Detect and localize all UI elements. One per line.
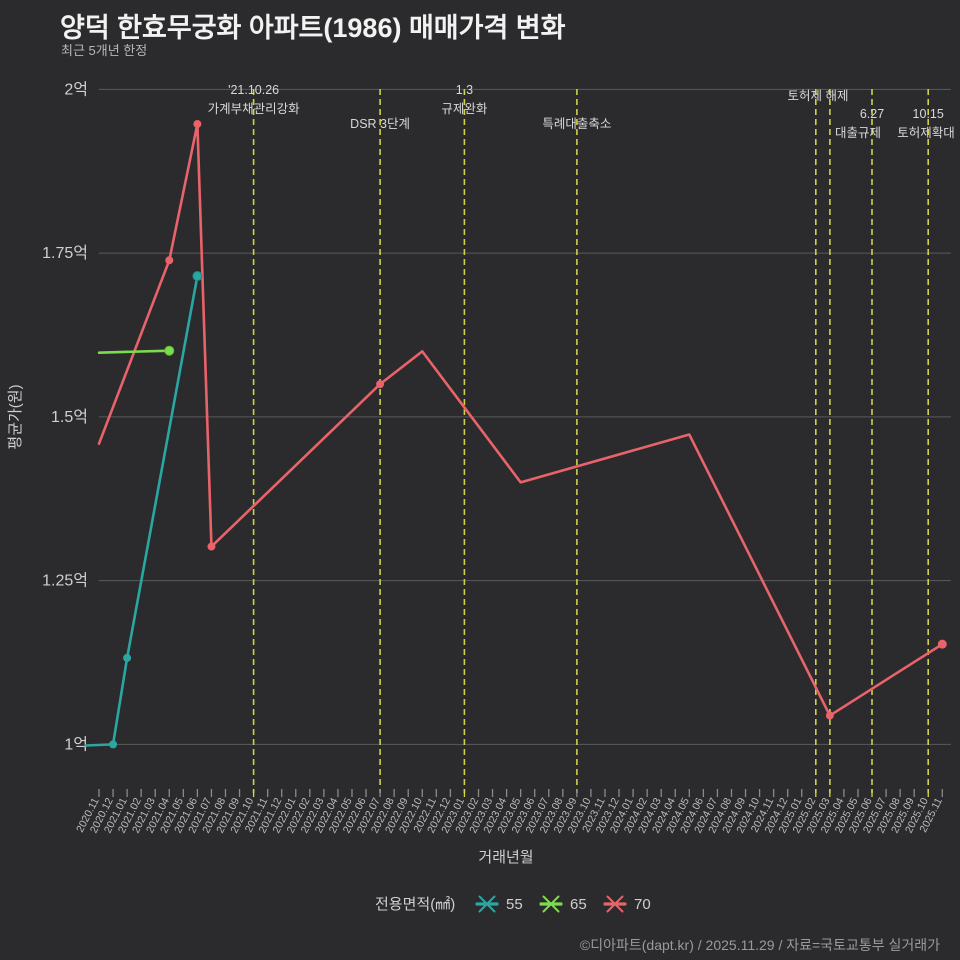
svg-text:토허제 해제: 토허제 해제 <box>788 89 849 103</box>
svg-text:가계부채관리강화: 가계부채관리강화 <box>208 102 301 116</box>
svg-text:대출규제: 대출규제 <box>835 126 881 140</box>
svg-text:©디아파트(dapt.kr) / 2025.11.29 /: ©디아파트(dapt.kr) / 2025.11.29 / 자료=국토교통부 실… <box>580 937 940 953</box>
svg-text:6.27: 6.27 <box>860 107 884 121</box>
svg-text:10.15: 10.15 <box>913 107 944 121</box>
svg-text:DSR 3단계: DSR 3단계 <box>350 117 410 131</box>
svg-text:평균가(원): 평균가(원) <box>7 384 24 449</box>
svg-text:55: 55 <box>506 896 523 913</box>
svg-text:70: 70 <box>634 896 651 913</box>
svg-text:1.25억: 1.25억 <box>42 572 88 590</box>
svg-text:전용면적(㎟): 전용면적(㎟) <box>375 896 455 913</box>
svg-text:'21.10.26: '21.10.26 <box>228 83 279 97</box>
svg-text:특례대출축소: 특례대출축소 <box>542 117 611 131</box>
svg-text:1.75억: 1.75억 <box>42 244 88 262</box>
svg-text:1.3: 1.3 <box>456 83 473 97</box>
svg-text:1.5억: 1.5억 <box>51 408 88 426</box>
svg-text:토허제확대: 토허제확대 <box>897 126 955 140</box>
svg-text:2억: 2억 <box>64 80 88 98</box>
svg-text:65: 65 <box>570 896 587 913</box>
svg-text:규제완화: 규제완화 <box>441 102 488 116</box>
svg-text:거래년월: 거래년월 <box>478 849 533 866</box>
svg-text:1억: 1억 <box>64 735 88 753</box>
